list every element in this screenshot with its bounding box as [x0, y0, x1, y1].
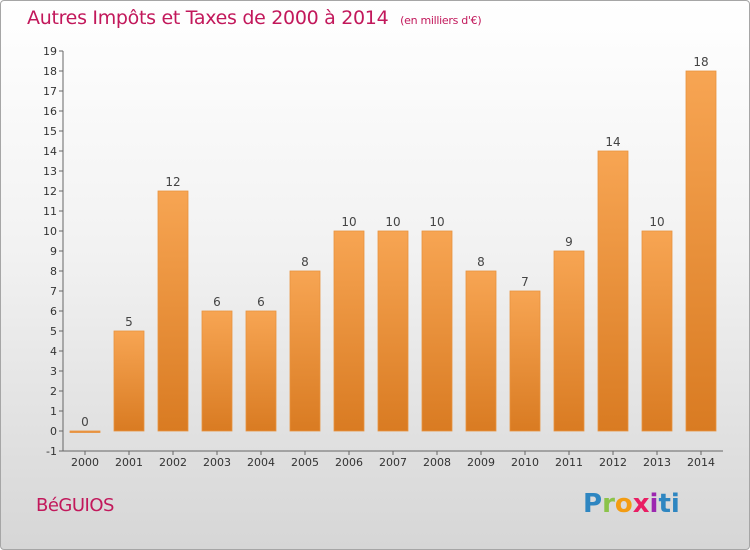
- logo-letter: o: [614, 489, 633, 519]
- y-tick-label: 1: [50, 405, 57, 418]
- y-tick-label: 5: [50, 325, 57, 338]
- bar-value-label: 5: [125, 315, 133, 329]
- y-tick-label: 18: [43, 65, 57, 78]
- chart-title-unit: (en milliers d'€): [400, 14, 482, 27]
- y-tick-label: 19: [43, 45, 57, 58]
- x-tick-label: 2012: [599, 456, 627, 469]
- chart-bars: [69, 70, 717, 433]
- y-tick-label: 17: [43, 85, 57, 98]
- bar-2012: [597, 150, 629, 432]
- y-tick-label: 10: [43, 225, 57, 238]
- x-tick-label: 2014: [687, 456, 715, 469]
- y-tick-label: 13: [43, 165, 57, 178]
- bar-value-label: 6: [257, 295, 265, 309]
- bar-2000: [69, 430, 101, 433]
- proxiti-logo: Proxiti: [583, 489, 680, 519]
- y-tick-label: 6: [50, 305, 57, 318]
- logo-letter: ti: [658, 489, 680, 519]
- logo-letter: x: [632, 489, 650, 519]
- bar-value-label: 8: [477, 255, 485, 269]
- bar-2009: [465, 270, 497, 432]
- y-tick-label: -1: [46, 445, 57, 458]
- x-tick-label: 2002: [159, 456, 187, 469]
- y-tick-label: 15: [43, 125, 57, 138]
- logo-letter: i: [649, 489, 659, 519]
- y-tick-label: 7: [50, 285, 57, 298]
- chart-title-main: Autres Impôts et Taxes de 2000 à 2014: [27, 7, 389, 29]
- x-tick-label: 2006: [335, 456, 363, 469]
- bar-value-label: 0: [81, 415, 89, 429]
- x-tick-label: 2013: [643, 456, 671, 469]
- bar-2011: [553, 250, 585, 432]
- y-tick-label: 12: [43, 185, 57, 198]
- bar-value-label: 10: [429, 215, 444, 229]
- y-tick-label: 16: [43, 105, 57, 118]
- x-tick-label: 2000: [71, 456, 99, 469]
- x-tick-label: 2003: [203, 456, 231, 469]
- bar-2005: [289, 270, 321, 432]
- x-tick-label: 2007: [379, 456, 407, 469]
- bar-value-label: 12: [165, 175, 180, 189]
- bar-2007: [377, 230, 409, 432]
- x-tick-label: 2005: [291, 456, 319, 469]
- y-tick-label: 8: [50, 265, 57, 278]
- bar-2002: [157, 190, 189, 432]
- bar-value-label: 18: [693, 55, 708, 69]
- bar-value-label: 8: [301, 255, 309, 269]
- bar-2008: [421, 230, 453, 432]
- x-tick-label: 2010: [511, 456, 539, 469]
- x-tick-label: 2001: [115, 456, 143, 469]
- x-tick-label: 2011: [555, 456, 583, 469]
- commune-name: BéGUIOS: [36, 495, 114, 516]
- bar-2003: [201, 310, 233, 432]
- y-tick-label: 14: [43, 145, 57, 158]
- y-tick-label: 9: [50, 245, 57, 258]
- bar-value-label: 10: [341, 215, 356, 229]
- y-tick-label: 2: [50, 385, 57, 398]
- bar-2014: [685, 70, 717, 432]
- bar-2010: [509, 290, 541, 432]
- bar-value-label: 10: [385, 215, 400, 229]
- bar-2013: [641, 230, 673, 432]
- bar-value-label: 10: [649, 215, 664, 229]
- chart-title: Autres Impôts et Taxes de 2000 à 2014 (e…: [27, 7, 482, 29]
- logo-letter: P: [583, 489, 603, 519]
- bar-2001: [113, 330, 145, 432]
- chart-data-labels: 0 5 12 6 6 8 10 10 10 8 7 9 14 10 18: [81, 55, 708, 429]
- x-tick-label: 2004: [247, 456, 275, 469]
- y-tick-label: 0: [50, 425, 57, 438]
- x-tick-label: 2008: [423, 456, 451, 469]
- bar-value-label: 14: [605, 135, 620, 149]
- y-tick-label: 11: [43, 205, 57, 218]
- bar-2004: [245, 310, 277, 432]
- y-tick-label: 4: [50, 345, 57, 358]
- x-tick-label: 2009: [467, 456, 495, 469]
- bar-value-label: 7: [521, 275, 529, 289]
- logo-letter: r: [602, 489, 615, 519]
- bar-value-label: 6: [213, 295, 221, 309]
- y-tick-label: 3: [50, 365, 57, 378]
- bar-2006: [333, 230, 365, 432]
- bar-value-label: 9: [565, 235, 573, 249]
